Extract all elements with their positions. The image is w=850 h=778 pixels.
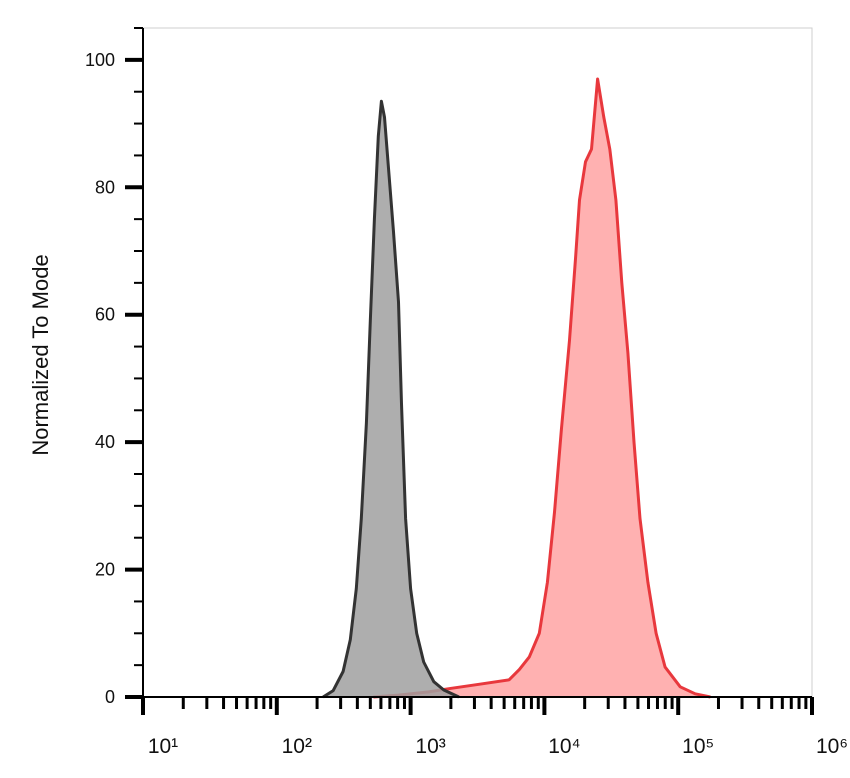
plot-frame <box>142 27 813 698</box>
y-tick-label: 20 <box>95 560 115 580</box>
y-tick-label: 60 <box>95 305 115 325</box>
y-tick-label: 80 <box>95 177 115 197</box>
y-tick-label: 100 <box>85 50 115 70</box>
x-tick-label: 10¹ <box>148 735 178 758</box>
x-tick-label: 10⁶ <box>816 735 848 758</box>
y-tick-label: 40 <box>95 432 115 452</box>
area-fill <box>323 101 459 698</box>
x-tick-label: 10² <box>282 735 312 758</box>
x-tick-label: 10³ <box>415 735 445 758</box>
area-line <box>373 77 711 699</box>
area-fill <box>373 79 711 697</box>
x-tick-label: 10⁵ <box>682 735 714 758</box>
y-axis-label: Normalized To Mode <box>28 254 53 455</box>
x-tick-label: 10⁴ <box>548 735 580 758</box>
area-line <box>322 99 460 699</box>
y-tick-label: 0 <box>105 687 115 707</box>
